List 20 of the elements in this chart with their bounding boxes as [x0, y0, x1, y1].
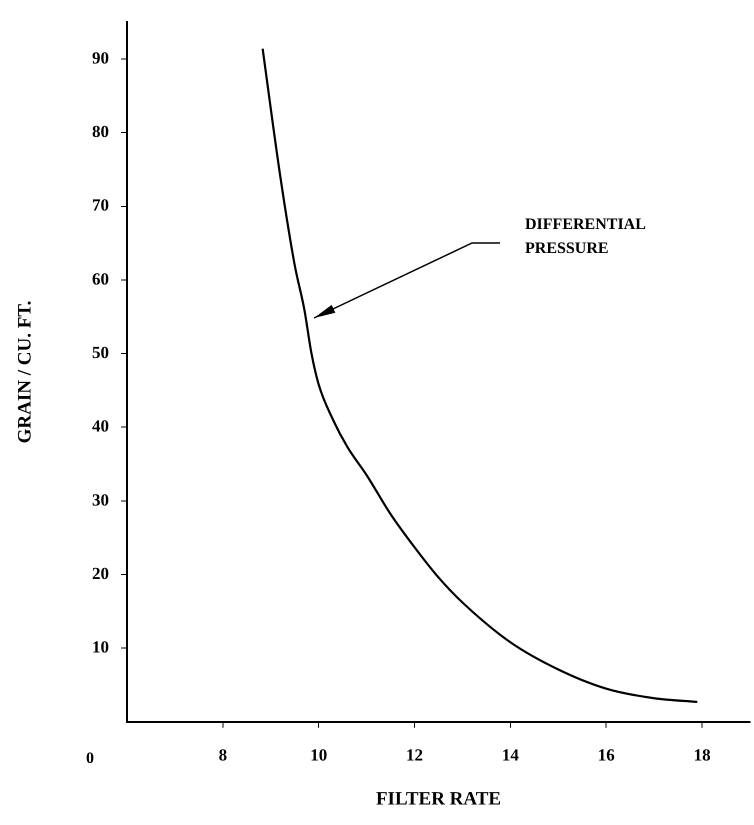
y-tick-label: 10 [92, 638, 109, 657]
line-series [262, 48, 698, 704]
y-tick-label: 50 [92, 342, 109, 362]
text: 0 [86, 750, 94, 767]
annotation: DIFFERENTIAL PRESSURE [525, 216, 646, 258]
y-tick-label: 20 [92, 564, 109, 583]
x-tick-label: 10 [310, 745, 328, 764]
y-tick-label: 70 [92, 196, 109, 215]
x-tick-label: 18 [694, 745, 711, 764]
x-tick-label: 12 [406, 745, 424, 764]
x-tick-label: 16 [598, 745, 615, 764]
x-tick-label: 8 [218, 745, 228, 764]
y-tick-label: 90 [92, 48, 109, 68]
y-tick-label: 80 [92, 122, 109, 142]
y-tick-label: 30 [92, 490, 109, 510]
y-axis-title: GRAIN / CU. FT. [14, 300, 36, 444]
y-tick-label: 40 [92, 416, 109, 436]
x-axis-title: FILTER RATE [376, 788, 502, 810]
x-tick-label: 14 [502, 745, 520, 764]
y-tick-label: 60 [92, 269, 109, 288]
